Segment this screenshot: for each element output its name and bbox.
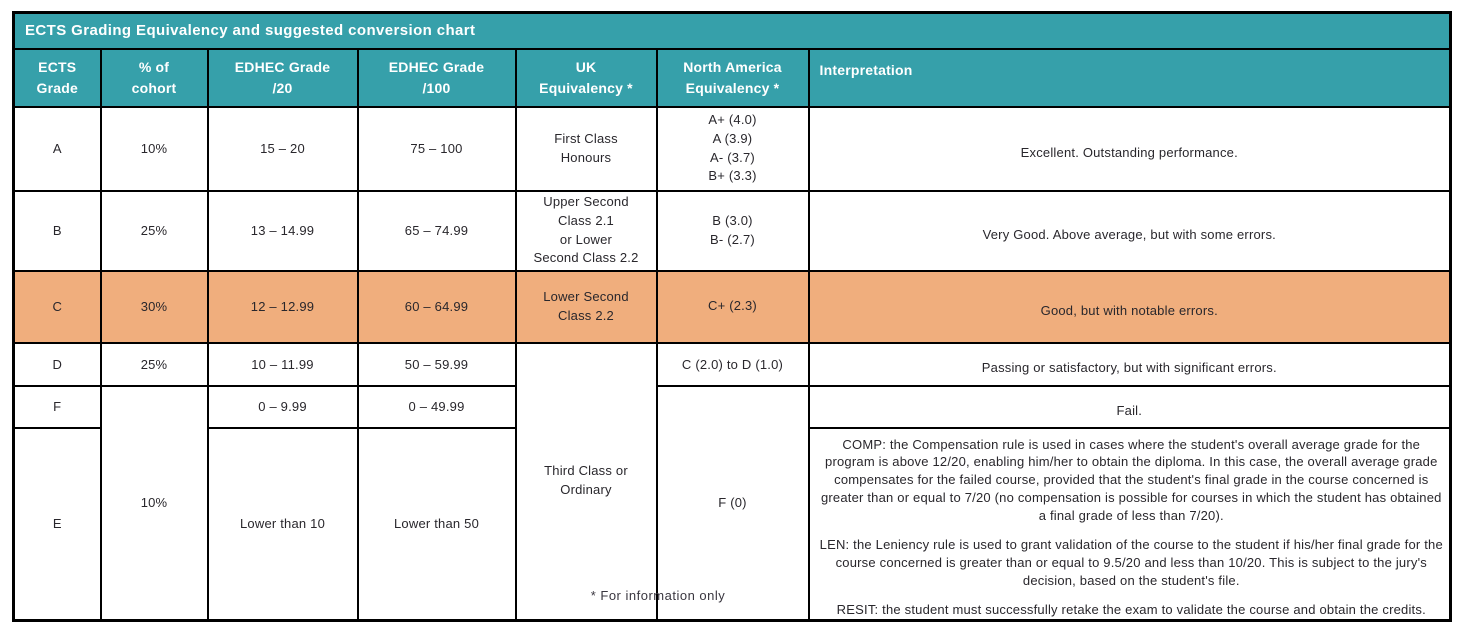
a-edhec-20: 15 – 20 xyxy=(206,105,359,192)
a-interpretation: Excellent. Outstanding performance. xyxy=(807,105,1452,192)
table-row-grade-a: A 10% 15 – 20 75 – 100 First Class Honour… xyxy=(12,105,1452,192)
a-uk-equivalency: First Class Honours xyxy=(514,105,658,192)
c-interpretation: Good, but with notable errors. xyxy=(807,269,1452,344)
d-cohort: 25% xyxy=(99,341,209,387)
header-interpretation: Interpretation xyxy=(807,47,1452,108)
header-edhec-100-label: EDHEC Grade/100 xyxy=(388,59,485,96)
d-interpretation: Passing or satisfactory, but with signif… xyxy=(807,341,1452,387)
header-edhec-20: EDHEC Grade/20 xyxy=(206,47,359,108)
table-row-grade-c-highlighted: C 30% 12 – 12.99 60 – 64.99 Lower Second… xyxy=(12,269,1452,344)
b-cohort: 25% xyxy=(99,189,209,272)
a-edhec-100: 75 – 100 xyxy=(356,105,517,192)
c-na-equivalency: C+ (2.3) xyxy=(655,269,810,344)
table-row-grade-b: B 25% 13 – 14.99 65 – 74.99 Upper Second… xyxy=(12,189,1452,272)
b-na-equivalency-text: B (3.0) B- (2.7) xyxy=(710,212,755,247)
d-edhec-20: 10 – 11.99 xyxy=(206,341,359,387)
c-na-equivalency-text: C+ (2.3) xyxy=(708,298,757,314)
dfe-uk-equivalency-text: Third Class or Ordinary xyxy=(544,463,628,498)
table-row-grade-d: D 25% 10 – 11.99 50 – 59.99 Third Class … xyxy=(12,341,1452,622)
c-cohort: 30% xyxy=(99,269,209,344)
fe-na-equivalency-merged: F (0) xyxy=(655,384,810,622)
header-ects-grade-label: ECTS Grade xyxy=(36,59,78,96)
c-edhec-20: 12 – 12.99 xyxy=(206,269,359,344)
e-grade: E xyxy=(12,426,102,622)
a-na-equivalency-text: A+ (4.0) A (3.9) A- (3.7) B+ (3.3) xyxy=(708,111,757,184)
header-na-equivalency-label: North America Equivalency * xyxy=(683,59,782,96)
b-na-equivalency: B (3.0) B- (2.7) xyxy=(655,189,810,272)
f-edhec-100: 0 – 49.99 xyxy=(356,384,517,429)
b-grade: B xyxy=(12,189,102,272)
header-na-equivalency: North America Equivalency * xyxy=(655,47,810,108)
d-grade: D xyxy=(12,341,102,387)
a-cohort: 10% xyxy=(99,105,209,192)
header-cohort-label: % of cohort xyxy=(131,59,177,96)
e-edhec-100: Lower than 50 xyxy=(356,426,517,622)
grading-table-container: ECTS Grading Equivalency and suggested c… xyxy=(12,11,1453,622)
e-interpretation: COMP: the Compensation rule is used in c… xyxy=(807,426,1452,622)
table-row-grade-f: F 10% 0 – 9.99 0 – 49.99 F (0) Fail. xyxy=(12,384,1452,622)
header-uk-equivalency: UK Equivalency * xyxy=(514,47,658,108)
f-interpretation: Fail. xyxy=(807,384,1452,429)
b-uk-equivalency: Upper Second Class 2.1 or Lower Second Clas… xyxy=(514,189,658,272)
table-row-grade-e: E Lower than 10 Lower than 50 COMP: the … xyxy=(12,426,1452,622)
header-cohort: % of cohort xyxy=(99,47,209,108)
b-uk-equivalency-text: Upper Second Class 2.1 or Lower Second Clas… xyxy=(533,193,639,266)
ects-grading-table: ECTS Grading Equivalency and suggested c… xyxy=(12,11,1453,622)
table-header-row: ECTS Grade % of cohort EDHEC Grade/20 EDHE… xyxy=(12,47,1452,108)
c-grade: C xyxy=(12,269,102,344)
b-edhec-20: 13 – 14.99 xyxy=(206,189,359,272)
d-na-equivalency: C (2.0) to D (1.0) xyxy=(655,341,810,387)
c-edhec-100: 60 – 64.99 xyxy=(356,269,517,344)
f-grade: F xyxy=(12,384,102,429)
dfe-uk-equivalency-merged: Third Class or Ordinary xyxy=(514,341,658,622)
a-na-equivalency: A+ (4.0) A (3.9) A- (3.7) B+ (3.3) xyxy=(655,105,810,192)
e-edhec-20: Lower than 10 xyxy=(206,426,359,622)
table-title: ECTS Grading Equivalency and suggested c… xyxy=(12,11,1452,50)
a-uk-equivalency-text: First Class Honours xyxy=(554,130,618,165)
d-edhec-100: 50 – 59.99 xyxy=(356,341,517,387)
table-title-row: ECTS Grading Equivalency and suggested c… xyxy=(12,11,1452,50)
b-interpretation: Very Good. Above average, but with some … xyxy=(807,189,1452,272)
c-uk-equivalency: Lower Second Class 2.2 xyxy=(514,269,658,344)
header-uk-equivalency-label: UK Equivalency * xyxy=(539,59,633,96)
header-edhec-20-label: EDHEC Grade/20 xyxy=(234,59,331,96)
c-uk-equivalency-text: Lower Second Class 2.2 xyxy=(543,288,629,323)
b-edhec-100: 65 – 74.99 xyxy=(356,189,517,272)
fe-cohort-merged: 10% xyxy=(99,384,209,622)
footnote: * For information only xyxy=(590,588,726,603)
header-ects-grade: ECTS Grade xyxy=(12,47,102,108)
header-edhec-100: EDHEC Grade/100 xyxy=(356,47,517,108)
a-grade: A xyxy=(12,105,102,192)
f-edhec-20: 0 – 9.99 xyxy=(206,384,359,429)
